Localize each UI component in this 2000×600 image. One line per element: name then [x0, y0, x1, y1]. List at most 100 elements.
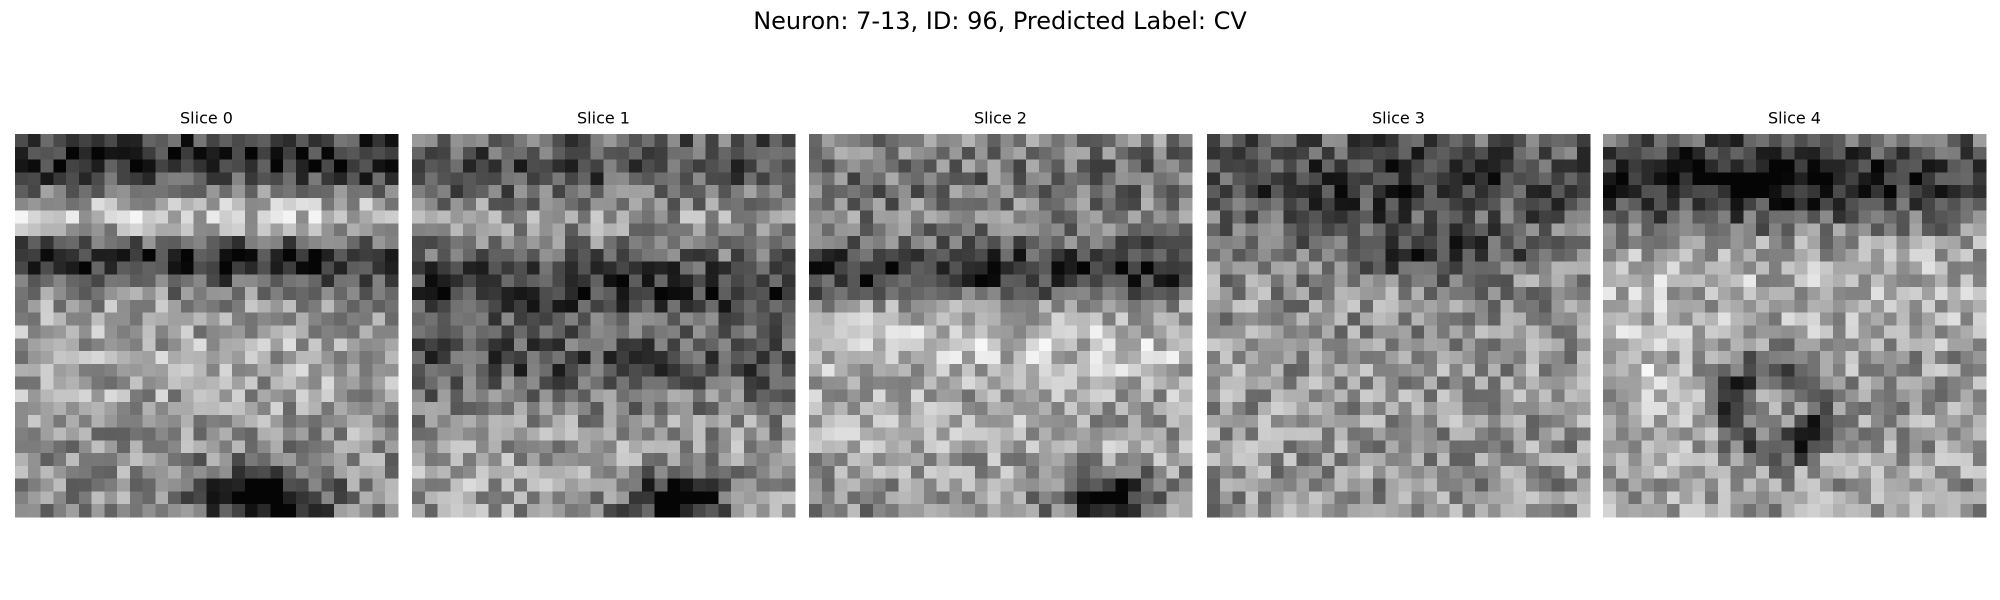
- pixel: [1424, 197, 1438, 211]
- pixel: [552, 312, 566, 326]
- pixel: [334, 287, 348, 301]
- pixel: [295, 414, 309, 428]
- pixel: [1615, 146, 1629, 160]
- pixel: [117, 146, 131, 160]
- pixel: [1845, 338, 1859, 352]
- pixel: [1000, 389, 1014, 403]
- pixel: [1909, 210, 1923, 224]
- pixel: [168, 465, 182, 479]
- pixel: [1832, 274, 1846, 288]
- pixel: [1666, 491, 1680, 505]
- pixel: [193, 491, 207, 505]
- pixel: [769, 287, 783, 301]
- pixel: [1207, 478, 1221, 492]
- pixel: [743, 287, 757, 301]
- pixel: [769, 134, 783, 148]
- pixel: [577, 363, 592, 377]
- pixel: [731, 197, 745, 211]
- pixel: [1179, 338, 1193, 352]
- pixel: [872, 223, 886, 237]
- pixel: [1334, 287, 1348, 301]
- pixel: [705, 185, 719, 199]
- pixel: [565, 312, 579, 326]
- pixel: [155, 210, 169, 224]
- pixel: [539, 287, 553, 301]
- pixel: [450, 376, 464, 390]
- pixel: [78, 414, 92, 428]
- pixel: [936, 172, 950, 186]
- pixel: [1309, 427, 1323, 441]
- pixel: [1654, 172, 1668, 186]
- pixel: [1909, 325, 1923, 339]
- pixel: [1026, 504, 1040, 518]
- pixel: [847, 312, 861, 326]
- pixel: [1283, 414, 1297, 428]
- pixel: [91, 402, 105, 416]
- pixel: [705, 172, 719, 186]
- pixel: [244, 312, 258, 326]
- pixel: [488, 402, 502, 416]
- pixel: [1321, 236, 1335, 250]
- pixel: [1717, 172, 1731, 186]
- pixel: [1398, 261, 1412, 275]
- pixel: [53, 134, 67, 148]
- pixel: [232, 325, 246, 339]
- pixel: [1781, 427, 1795, 441]
- pixel: [743, 402, 757, 416]
- pixel: [180, 427, 195, 441]
- pixel: [1717, 210, 1731, 224]
- pixel: [1551, 440, 1565, 454]
- pixel: [1102, 146, 1116, 160]
- pixel: [1973, 338, 1987, 352]
- pixel: [142, 223, 156, 237]
- pixel: [1538, 172, 1552, 186]
- pixel: [1166, 376, 1180, 390]
- pixel: [731, 389, 745, 403]
- pixel: [334, 312, 348, 326]
- pixel: [911, 376, 925, 390]
- pixel: [91, 491, 105, 505]
- pixel: [514, 312, 528, 326]
- pixel: [180, 236, 195, 250]
- pixel: [1283, 197, 1297, 211]
- pixel: [334, 351, 348, 365]
- pixel: [1768, 465, 1783, 479]
- pixel: [514, 376, 528, 390]
- pixel: [270, 465, 284, 479]
- pixel: [1845, 453, 1859, 467]
- pixel: [1858, 465, 1872, 479]
- pixel: [1654, 197, 1668, 211]
- pixel: [308, 185, 322, 199]
- pixel: [1487, 299, 1501, 314]
- pixel: [1756, 465, 1770, 479]
- pixel: [872, 134, 886, 148]
- pixel: [1089, 351, 1103, 365]
- pixel: [450, 351, 464, 365]
- pixel: [129, 363, 143, 377]
- pixel: [680, 453, 694, 467]
- pixel: [1153, 465, 1167, 479]
- pixel: [15, 223, 29, 237]
- pixel: [66, 363, 80, 377]
- pixel: [283, 376, 297, 390]
- pixel: [1730, 402, 1744, 416]
- pixel: [1858, 440, 1872, 454]
- pixel: [974, 363, 989, 377]
- pixel: [872, 440, 886, 454]
- pixel: [1398, 389, 1412, 403]
- pixel: [654, 274, 668, 288]
- pixel: [1026, 478, 1040, 492]
- pixel: [680, 402, 694, 416]
- pixel: [1207, 338, 1221, 352]
- pixel: [1883, 440, 1897, 454]
- pixel: [27, 134, 41, 148]
- pixel: [1232, 338, 1246, 352]
- pixel: [1077, 465, 1091, 479]
- pixel: [1296, 414, 1310, 428]
- pixel: [104, 363, 118, 377]
- pixel: [295, 274, 309, 288]
- pixel: [1947, 478, 1961, 492]
- pixel: [1296, 287, 1310, 301]
- pixel: [1179, 491, 1193, 505]
- pixel: [949, 389, 963, 403]
